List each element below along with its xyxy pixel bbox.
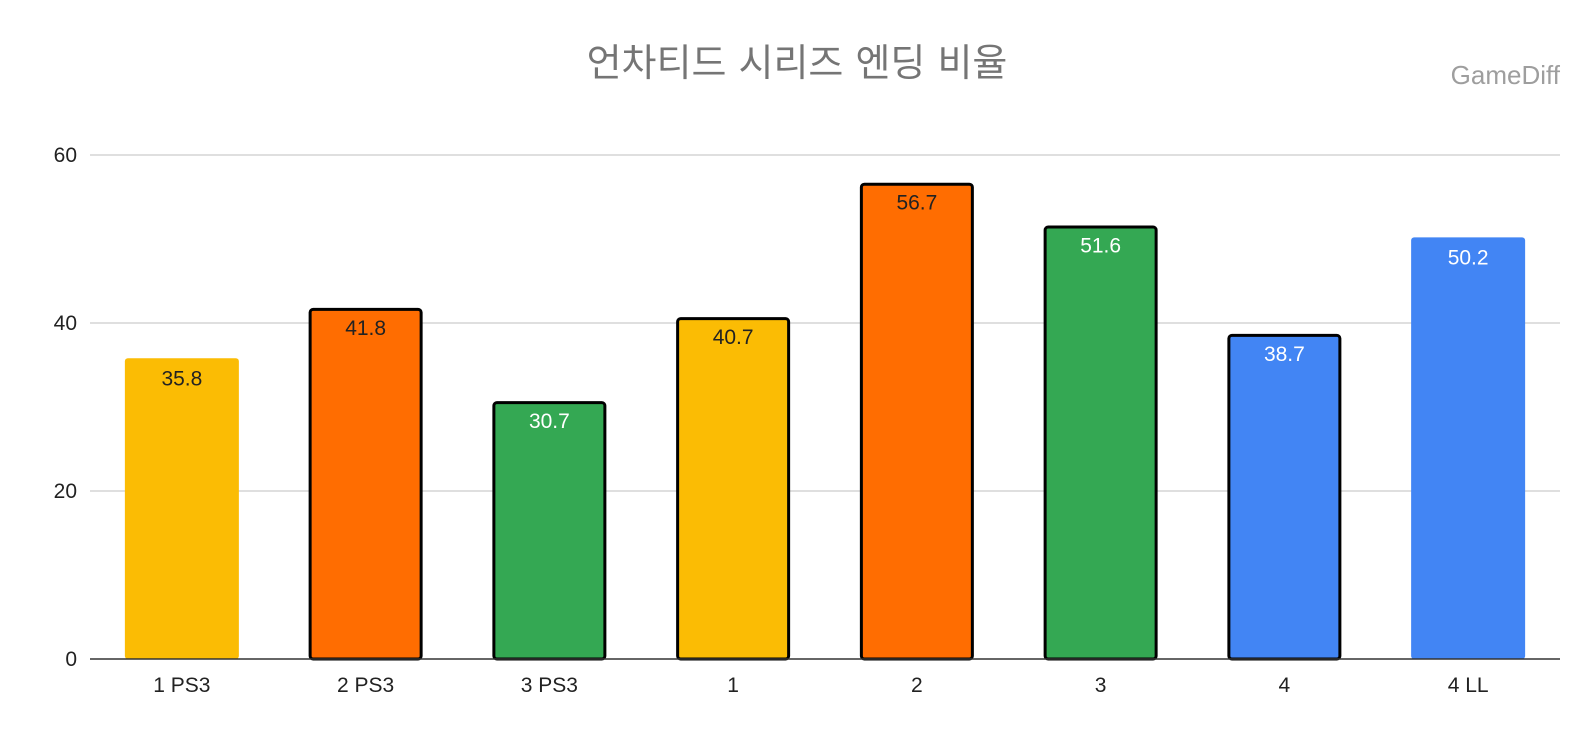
x-category-label: 3 PS3 — [521, 674, 578, 697]
watermark-label: GameDiff — [1451, 60, 1561, 90]
value-labels: 35.8 41.8 30.7 40.7 56.7 51.6 38.7 50.2 — [161, 192, 1488, 433]
y-tick-label: 20 — [54, 480, 77, 503]
x-category-label: 2 PS3 — [337, 674, 394, 697]
bar-value-label: 50.2 — [1448, 246, 1489, 269]
bar-value-label: 30.7 — [529, 410, 570, 433]
bar — [676, 317, 791, 661]
y-tick-label: 40 — [54, 312, 77, 335]
x-category-label: 2 — [911, 674, 923, 697]
x-axis-category-labels: 1 PS3 2 PS3 3 PS3 1 2 3 4 4 LL — [153, 674, 1488, 697]
y-axis-tick-labels: 0 20 40 60 — [54, 144, 77, 671]
bar-value-label: 38.7 — [1264, 343, 1305, 366]
bar-value-label: 40.7 — [713, 326, 754, 349]
bar — [1043, 225, 1158, 661]
bar-value-label: 51.6 — [1080, 235, 1121, 258]
bar-value-label: 41.8 — [345, 317, 386, 340]
y-tick-label: 60 — [54, 144, 77, 167]
bar — [1411, 237, 1526, 659]
bar — [859, 182, 974, 661]
x-category-label: 1 — [727, 674, 739, 697]
bar-value-label: 35.8 — [161, 367, 202, 390]
chart-title: 언차티드 시리즈 엔딩 비율 — [587, 41, 1008, 85]
x-category-label: 4 — [1279, 674, 1291, 697]
bar — [308, 307, 423, 661]
bars — [124, 182, 1526, 661]
bar-value-label: 56.7 — [896, 192, 937, 215]
y-tick-label: 0 — [65, 648, 77, 671]
bar — [1227, 333, 1342, 661]
x-category-label: 3 — [1095, 674, 1107, 697]
x-category-label: 4 LL — [1448, 674, 1489, 697]
bar — [124, 358, 239, 659]
x-category-label: 1 PS3 — [153, 674, 210, 697]
bar — [492, 401, 607, 661]
